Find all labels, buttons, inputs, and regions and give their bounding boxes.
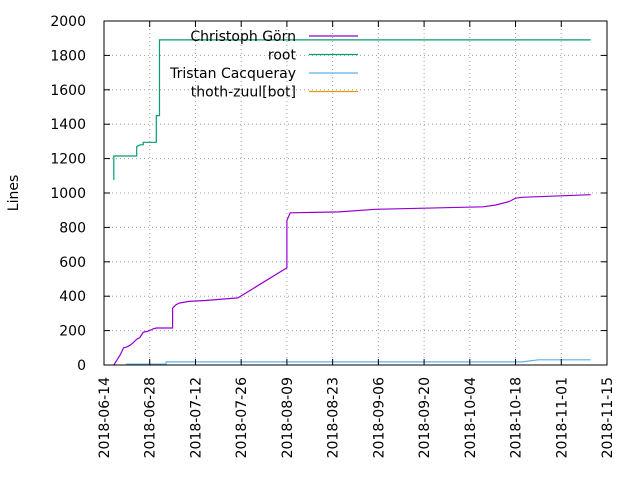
y-tick-label: 1000 bbox=[50, 186, 86, 202]
y-tick-label: 1400 bbox=[50, 117, 86, 133]
y-tick-label: 2000 bbox=[50, 14, 86, 30]
series-line-tristan-cacqueray bbox=[126, 359, 591, 365]
x-axis: 2018-06-14 2018-06-28 2018-07-12 2018-07-26… bbox=[97, 21, 616, 458]
y-axis-label: Lines bbox=[6, 175, 22, 211]
legend-label-root: root bbox=[268, 48, 297, 64]
y-tick-label: 1800 bbox=[50, 48, 86, 64]
y-tick-label: 800 bbox=[59, 220, 86, 236]
y-tick-label: 200 bbox=[59, 324, 86, 340]
x-tick-label: 2018-08-23 bbox=[326, 377, 342, 458]
y-tick-label: 600 bbox=[59, 255, 86, 271]
legend-label-christoph-g-rn: Christoph Görn bbox=[190, 29, 296, 45]
y-tick-label: 1200 bbox=[50, 152, 86, 168]
legend-label-thoth-zuul-bot: thoth-zuul[bot] bbox=[191, 85, 296, 101]
x-tick-label: 2018-10-04 bbox=[463, 377, 479, 458]
series-line-christoph-g-rn bbox=[113, 194, 591, 366]
y-tick-label: 400 bbox=[59, 289, 86, 305]
y-tick-label: 0 bbox=[77, 358, 86, 374]
x-tick-label: 2018-07-26 bbox=[234, 377, 250, 458]
x-tick-label: 2018-11-15 bbox=[600, 377, 616, 458]
x-tick-label: 2018-07-12 bbox=[188, 377, 204, 458]
series-lines bbox=[113, 39, 591, 366]
legend: Christoph Görn root Tristan Cacqueray thoth… bbox=[169, 29, 358, 101]
x-tick-label: 2018-09-06 bbox=[371, 377, 387, 458]
x-tick-label: 2018-08-09 bbox=[280, 377, 296, 458]
grid bbox=[104, 21, 607, 365]
legend-label-tristan-cacqueray: Tristan Cacqueray bbox=[169, 66, 296, 82]
x-tick-label: 2018-06-28 bbox=[143, 377, 159, 458]
y-tick-label: 1600 bbox=[50, 83, 86, 99]
series-line-root bbox=[113, 39, 591, 181]
x-tick-label: 2018-06-14 bbox=[97, 377, 113, 458]
x-tick-label: 2018-11-01 bbox=[554, 377, 570, 458]
x-tick-label: 2018-10-18 bbox=[509, 377, 525, 458]
x-tick-label: 2018-09-20 bbox=[417, 377, 433, 458]
y-axis: 0 200 400 600 800 1000 1200 1400 1600 1800 2000 bbox=[50, 14, 607, 374]
